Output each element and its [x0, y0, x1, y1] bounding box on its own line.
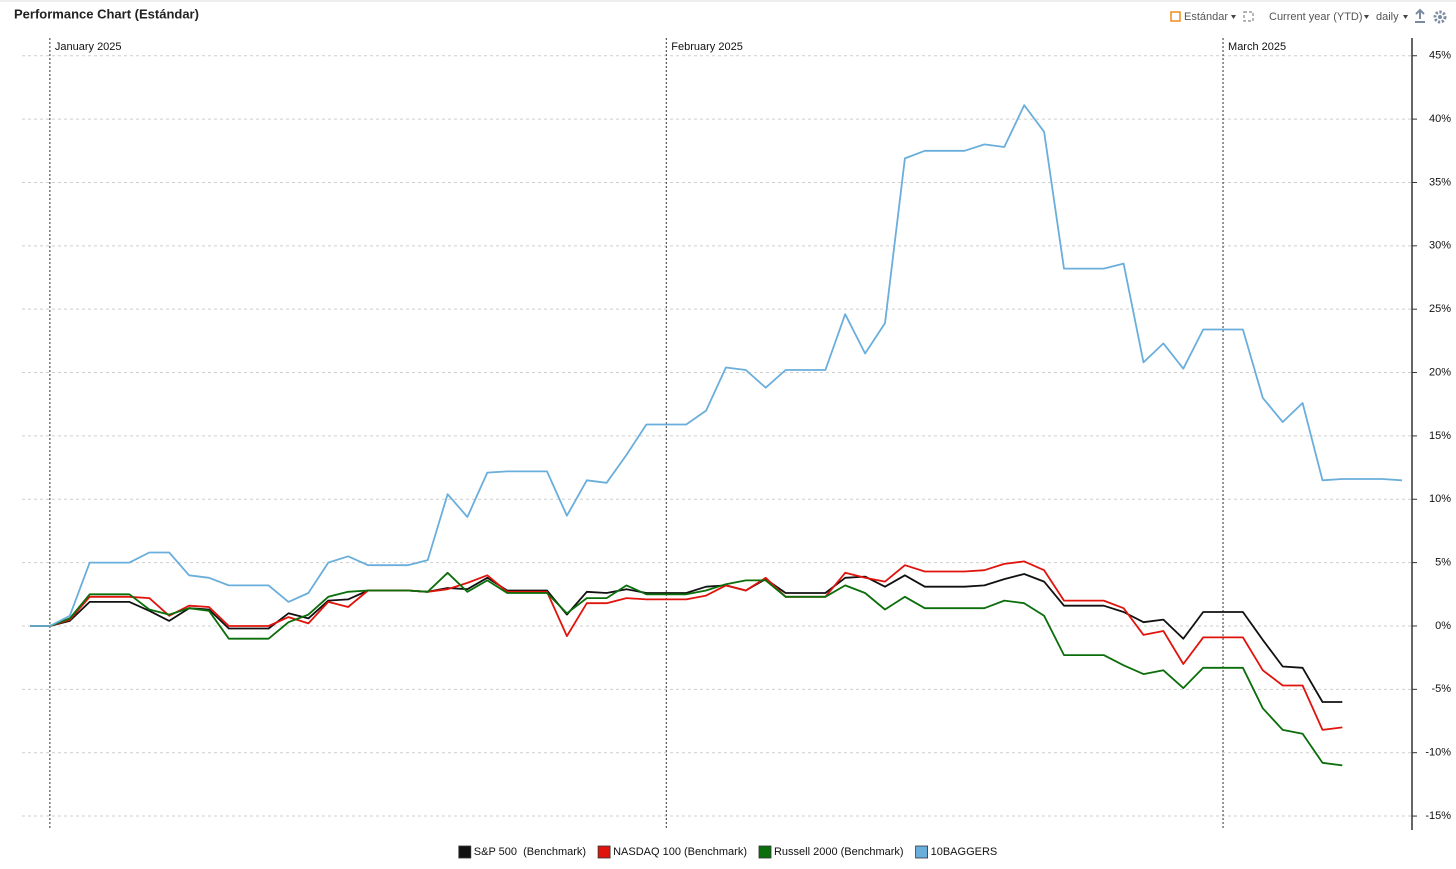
y-tick-label: 35%: [1429, 176, 1451, 188]
legend-swatch: [758, 845, 772, 859]
x-tick-label: February 2025: [671, 41, 743, 53]
legend-swatch: [915, 845, 929, 859]
legend: S&P 500 (Benchmark) NASDAQ 100 (Benchmark…: [458, 845, 998, 859]
series-line: [30, 104, 1403, 627]
toolbar: Estándar Current year (YTD) daily: [1170, 8, 1447, 24]
y-tick-label: -5%: [1431, 683, 1451, 695]
legend-label: S&P 500 (Benchmark): [474, 846, 586, 858]
legend-label: Russell 2000 (Benchmark): [774, 846, 904, 858]
legend-swatch: [597, 845, 611, 859]
y-tick-label: 40%: [1429, 113, 1451, 125]
series-line: [30, 573, 1343, 703]
legend-item: Russell 2000 (Benchmark): [758, 845, 904, 859]
legend-swatch: [458, 845, 472, 859]
y-tick-label: 5%: [1435, 557, 1451, 569]
y-tick-label: 20%: [1429, 366, 1451, 378]
calendar-icon: [1170, 11, 1181, 22]
expand-icon[interactable]: [1243, 11, 1254, 22]
y-tick-label: 45%: [1429, 50, 1451, 62]
x-tick-label: March 2025: [1228, 41, 1286, 53]
settings-icon[interactable]: [1433, 10, 1447, 24]
y-tick-label: 0%: [1435, 620, 1451, 632]
range-select[interactable]: Current year (YTD): [1269, 11, 1363, 23]
settings-icon-center: [1438, 15, 1442, 19]
export-icon[interactable]: [1415, 8, 1425, 23]
legend-item: 10BAGGERS: [915, 845, 998, 859]
y-tick-label: 25%: [1429, 303, 1451, 315]
legend-label: NASDAQ 100 (Benchmark): [613, 846, 747, 858]
legend-item: NASDAQ 100 (Benchmark): [597, 845, 747, 859]
view-select[interactable]: Estándar: [1184, 11, 1228, 23]
y-tick-label: 10%: [1429, 493, 1451, 505]
y-tick-label: 30%: [1429, 240, 1451, 252]
y-tick-label: -10%: [1425, 747, 1451, 759]
x-tick-label: January 2025: [55, 41, 122, 53]
series-line: [30, 560, 1343, 731]
dropdown-arrow: [1403, 15, 1408, 19]
series-line: [30, 571, 1343, 767]
interval-select[interactable]: daily: [1376, 11, 1399, 23]
legend-label: 10BAGGERS: [931, 846, 998, 858]
dropdown-arrow: [1364, 15, 1369, 19]
dropdown-arrow: [1231, 15, 1236, 19]
chart-title: Performance Chart (Estándar): [14, 6, 199, 21]
y-tick-label: -15%: [1425, 810, 1451, 822]
y-tick-label: 15%: [1429, 430, 1451, 442]
legend-item: S&P 500 (Benchmark): [458, 845, 586, 859]
